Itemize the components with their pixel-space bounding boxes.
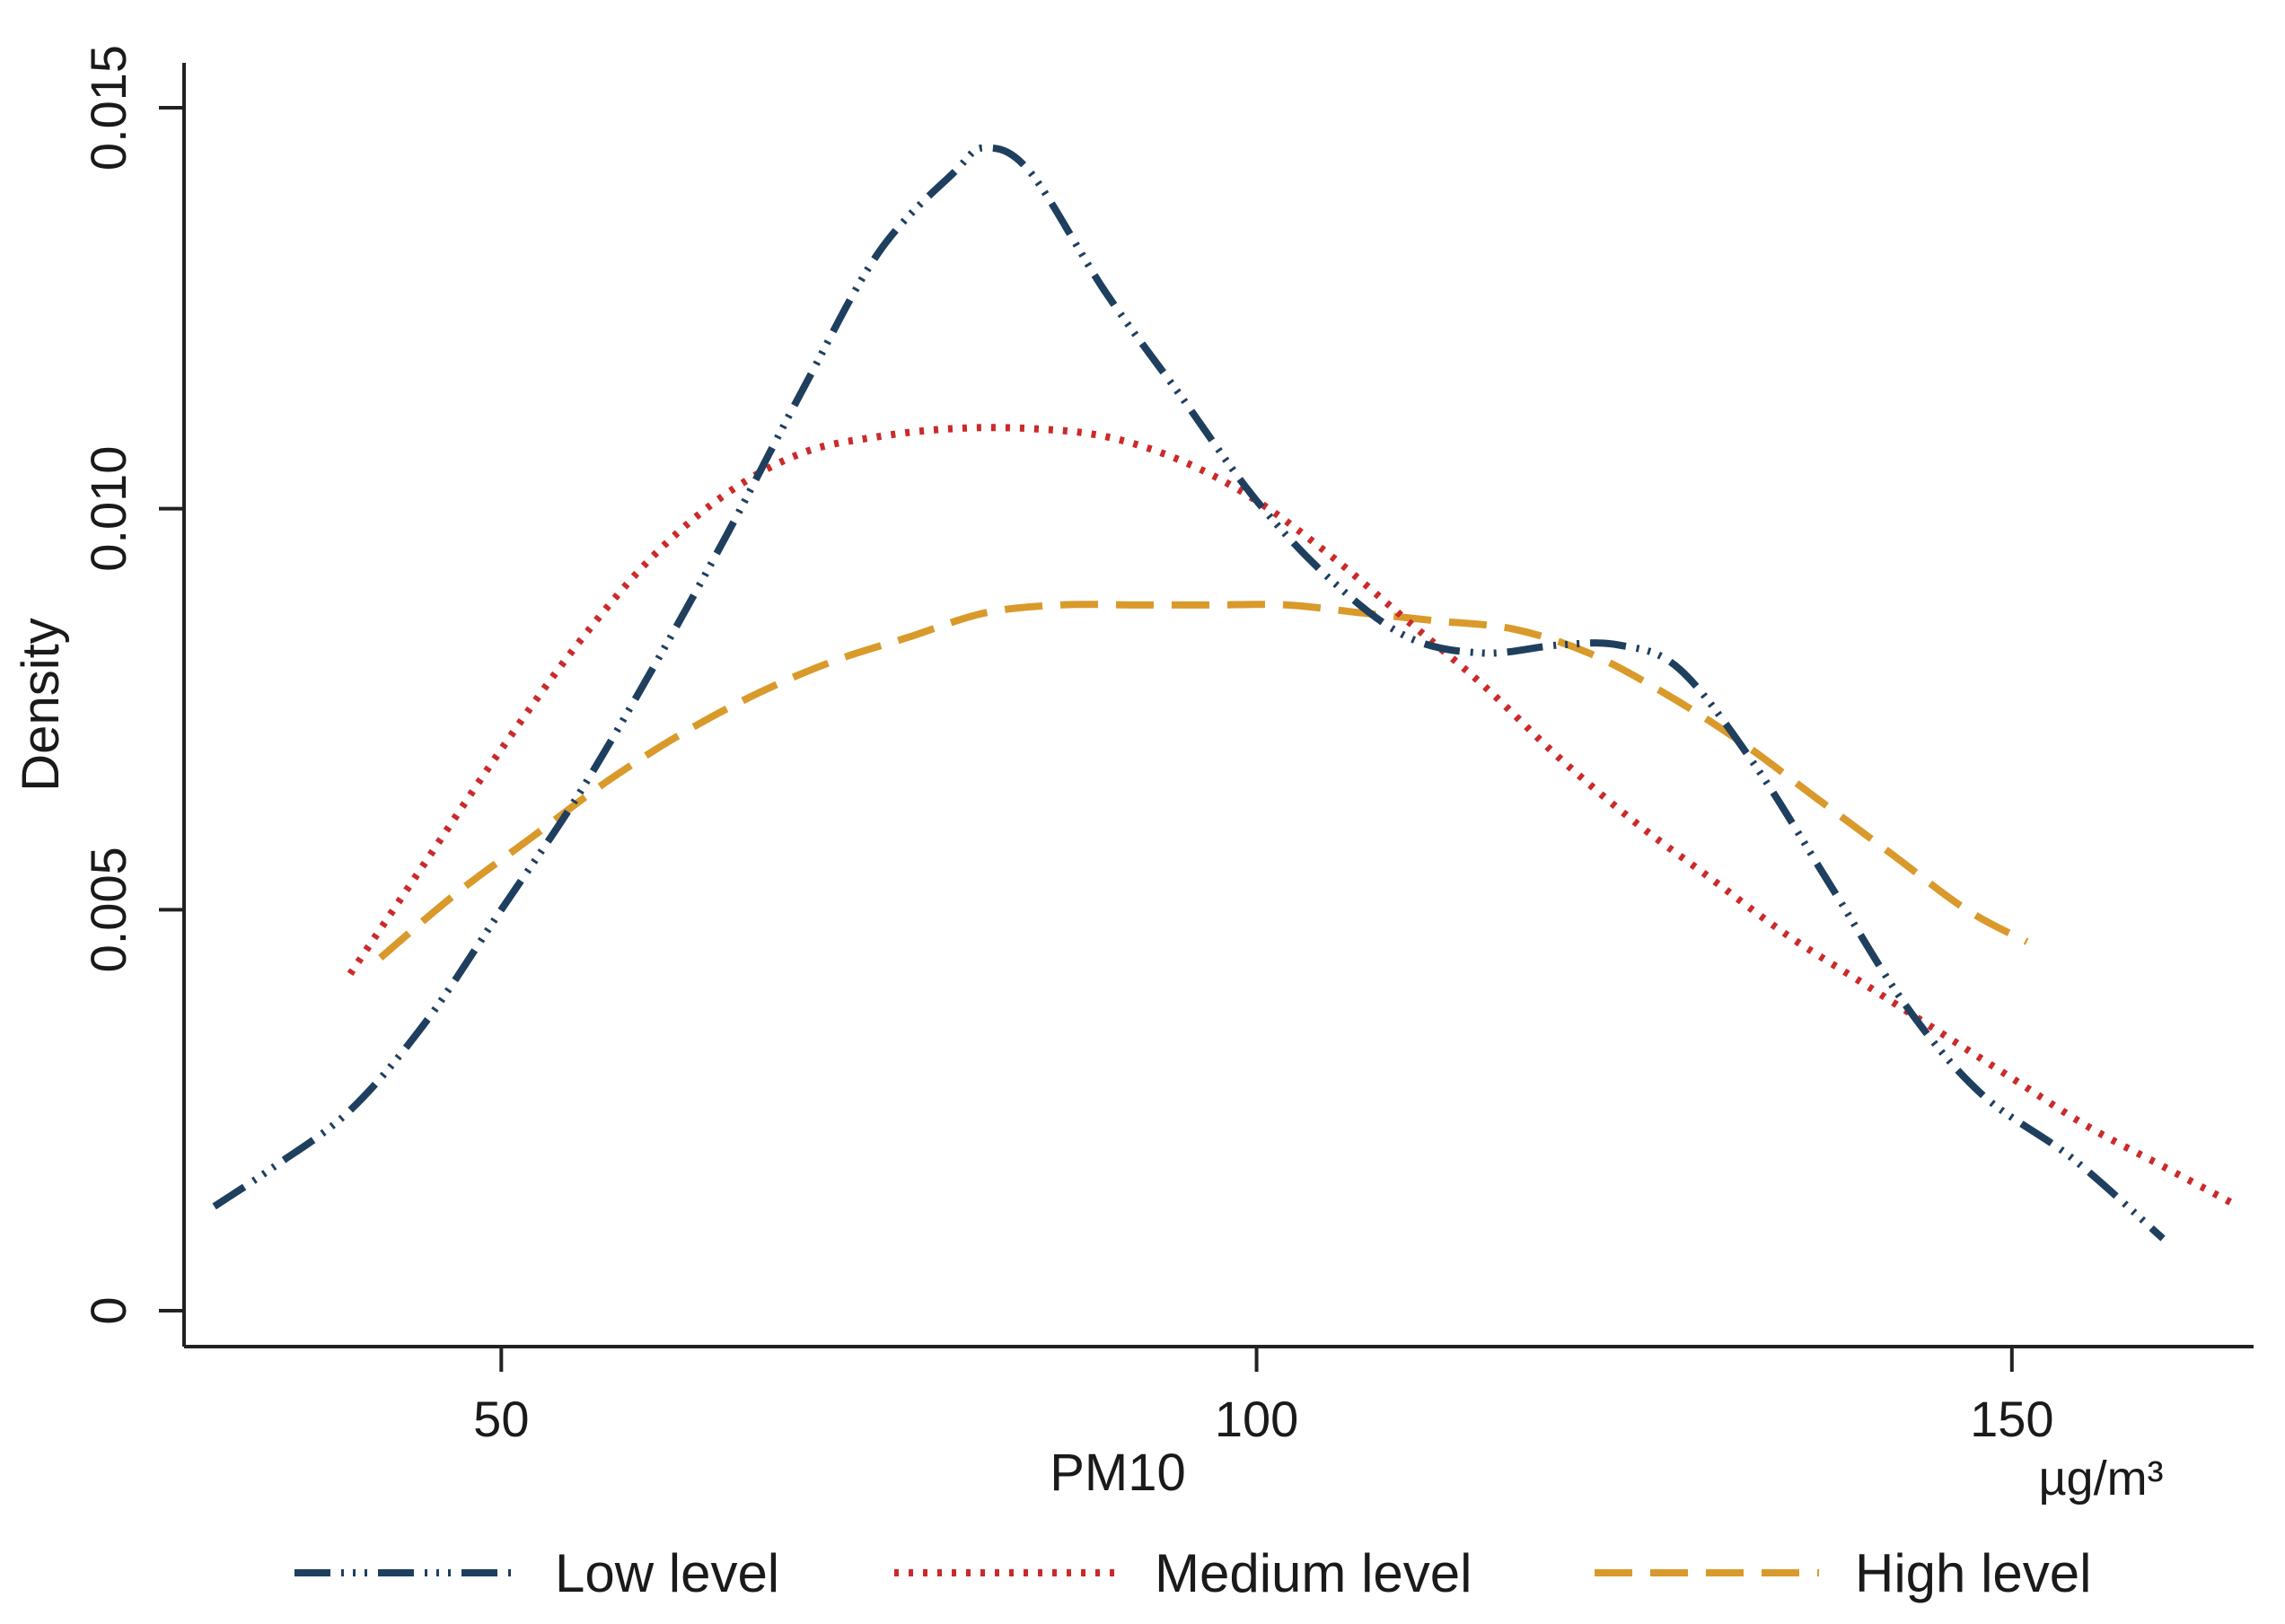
x-tick-label: 100	[1215, 1391, 1298, 1447]
y-tick-label: 0	[80, 1296, 136, 1324]
y-axis-title: Density	[12, 618, 70, 791]
x-axis-unit: µg/m³	[2038, 1452, 2163, 1505]
legend-label-medium-level: Medium level	[1155, 1543, 1472, 1603]
y-tick-label: 0.005	[80, 847, 136, 972]
legend: Low level Medium level High level	[294, 1543, 2091, 1603]
series-line-high-level	[381, 604, 2027, 958]
x-tick-label: 50	[473, 1391, 529, 1447]
tick-marks: 0 0.005 0.010 0.015 50 100 150	[80, 45, 2054, 1447]
y-tick-label: 0.010	[80, 446, 136, 572]
legend-label-high-level: High level	[1855, 1543, 2091, 1603]
density-chart: 0 0.005 0.010 0.015 50 100 150 Density PM10 µg…	[0, 0, 2285, 1624]
x-axis-title: PM10	[1050, 1444, 1186, 1502]
series-lines	[215, 148, 2239, 1239]
legend-label-low-level: Low level	[555, 1543, 779, 1603]
series-line-low-level	[215, 148, 2163, 1239]
axes	[184, 63, 2254, 1347]
x-tick-label: 150	[1970, 1391, 2053, 1447]
y-tick-label: 0.015	[80, 45, 136, 171]
